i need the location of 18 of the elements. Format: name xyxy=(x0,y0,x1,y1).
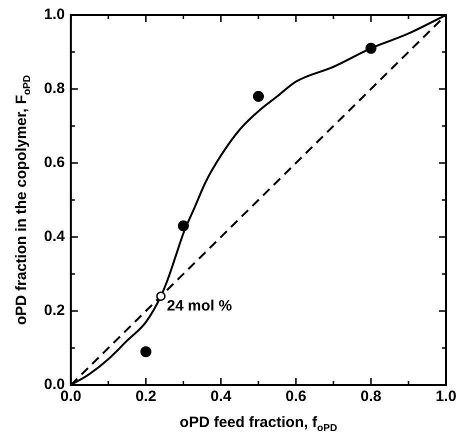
point xyxy=(156,291,166,301)
point xyxy=(140,346,152,358)
point xyxy=(252,90,264,102)
y-tick-label: 0.6 xyxy=(44,154,65,172)
x-tick-label: 0.8 xyxy=(360,388,382,406)
y-tick-label: 0.4 xyxy=(44,228,66,246)
y-tick-label: 0.2 xyxy=(44,302,65,320)
point xyxy=(178,220,189,232)
x-tick-label: 0.2 xyxy=(135,388,156,406)
annotation: 24 mol % xyxy=(166,297,232,314)
x-tick-label: 0.0 xyxy=(60,388,82,406)
x-tick-label: 1.0 xyxy=(436,388,456,406)
x-tick-label: 0.4 xyxy=(210,388,232,406)
y-tick-label: 1.0 xyxy=(44,6,65,24)
x-tick-label: 0.6 xyxy=(286,388,306,406)
y-tick-label: 0.8 xyxy=(44,80,65,98)
point xyxy=(365,42,376,54)
y-axis-title: oPD fraction in the copolymer, FoPD xyxy=(13,74,33,326)
